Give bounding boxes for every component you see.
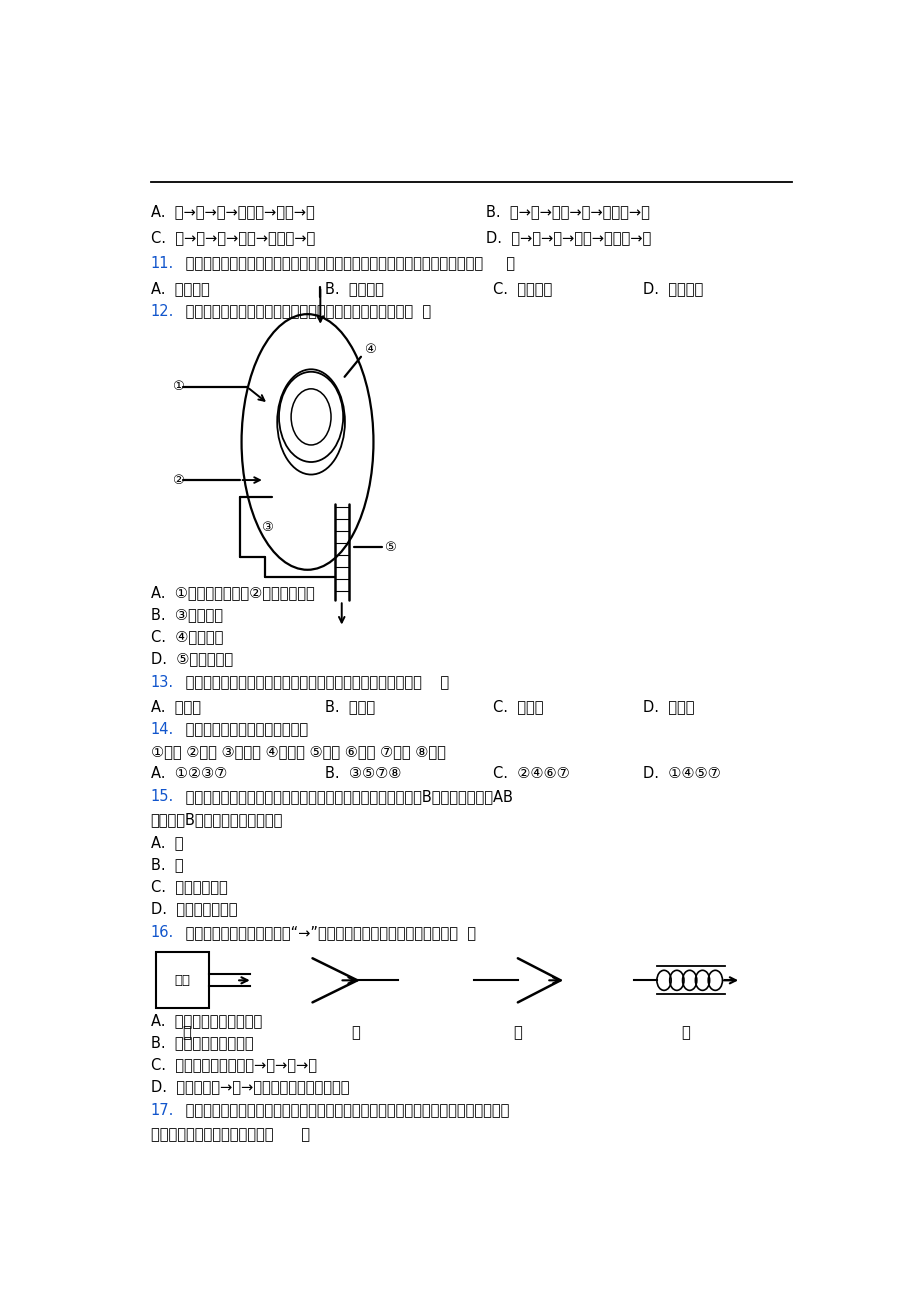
Text: B.  ③是肆小管: B. ③是肆小管 — [151, 607, 222, 622]
Text: B.  鼻→咍→气管→妙→支气管→肺: B. 鼻→咍→气管→妙→支气管→肺 — [485, 204, 649, 219]
Text: 丁: 丁 — [680, 1025, 689, 1040]
Text: 15.: 15. — [151, 789, 174, 805]
Text: ①: ① — [172, 380, 184, 393]
Text: D.  大便排出: D. 大便排出 — [641, 281, 702, 296]
Text: 当尿中发现蛋白质和血细胞时，肆脏发生病变的部位可能在（    ）: 当尿中发现蛋白质和血细胞时，肆脏发生病变的部位可能在（ ） — [180, 674, 448, 690]
Text: B.  出汗排出: B. 出汗排出 — [325, 281, 384, 296]
Text: C.  鼻→咍→妙→气管→支气管→肺: C. 鼻→咍→妙→气管→支气管→肺 — [151, 230, 314, 245]
Text: 图是心脏、血管的示意图，“→”表示血流方向，下列表达正确的是（  ）: 图是心脏、血管的示意图，“→”表示血流方向，下列表达正确的是（ ） — [180, 924, 475, 940]
Text: A.  ①②③⑦: A. ①②③⑦ — [151, 767, 227, 781]
Text: 项的数值低于正常值而做出的（      ）: 项的数值低于正常值而做出的（ ） — [151, 1128, 310, 1142]
Text: 17.: 17. — [151, 1103, 174, 1118]
Text: C.  肆小管: C. 肆小管 — [493, 699, 543, 713]
Text: 11.: 11. — [151, 256, 174, 271]
Text: 人体代谢产生的废物必须及时通过各种途径排出体外，其中最主要的途径是（     ）: 人体代谢产生的废物必须及时通过各种途径排出体外，其中最主要的途径是（ ） — [180, 256, 514, 271]
Text: 图是尿液形成过程示意图，据图分析，下列叙述正确的是（  ）: 图是尿液形成过程示意图，据图分析，下列叙述正确的是（ ） — [180, 305, 430, 319]
Text: B.  乙: B. 乙 — [151, 858, 183, 872]
Text: A.  甲: A. 甲 — [151, 836, 183, 850]
Text: ②: ② — [172, 474, 184, 487]
Text: C.  ④是肆小囊: C. ④是肆小囊 — [151, 629, 222, 644]
Text: ①小肠 ②尿道 ③输卵管 ④输尿管 ⑤肝脏 ⑥膜胱 ⑦肆脏 ⑧心脏: ①小肠 ②尿道 ③输卵管 ④输尿管 ⑤肝脏 ⑥膜胱 ⑦肆脏 ⑧心脏 — [151, 745, 445, 759]
Text: 乙: 乙 — [350, 1025, 359, 1040]
Text: C.  尿液排出: C. 尿液排出 — [493, 281, 551, 296]
Text: 甲、乙、丙三人同行，丙受伤急需输大量血，已知丙的血型为B型，甲的血型为AB: 甲、乙、丙三人同行，丙受伤急需输大量血，已知丙的血型为B型，甲的血型为AB — [180, 789, 512, 805]
Text: A.  鼻→妚→咍→支气管→气管→肺: A. 鼻→妚→咍→支气管→气管→肺 — [151, 204, 314, 219]
Text: ④: ④ — [363, 344, 375, 357]
Text: 12.: 12. — [151, 305, 174, 319]
Text: 13.: 13. — [151, 674, 174, 690]
Text: ⑤: ⑤ — [384, 540, 396, 553]
Text: A.  肆小球: A. 肆小球 — [151, 699, 200, 713]
Text: ③: ③ — [261, 521, 273, 534]
Text: 人们到医院看病时，有时需要做血常规化验．医生判断患者是否贫血，是根据下列哪: 人们到医院看病时，有时需要做血常规化验．医生判断患者是否贫血，是根据下列哪 — [180, 1103, 508, 1118]
Text: 下列器官中，属于泌尿系统的是: 下列器官中，属于泌尿系统的是 — [180, 723, 307, 737]
Text: C.  血液流动的方向是甲→乙→丁→丙: C. 血液流动的方向是甲→乙→丁→丙 — [151, 1057, 316, 1072]
Text: D.  甲、乙都不可以: D. 甲、乙都不可以 — [151, 902, 237, 917]
Text: D.  鼻→妙→咍→气管→支气管→肺: D. 鼻→妙→咍→气管→支气管→肺 — [485, 230, 651, 245]
Text: 甲: 甲 — [182, 1025, 190, 1040]
Text: A.  ①是入球小动脉，②是出球小静脉: A. ①是入球小动脉，②是出球小静脉 — [151, 585, 314, 600]
Text: 16.: 16. — [151, 924, 174, 940]
Text: B.  肆小囊: B. 肆小囊 — [325, 699, 375, 713]
Text: B.  乙和丙都是静脉血管: B. 乙和丙都是静脉血管 — [151, 1035, 253, 1049]
Text: 丙: 丙 — [513, 1025, 522, 1040]
Text: B.  ③⑤⑦⑧: B. ③⑤⑦⑧ — [325, 767, 402, 781]
Text: D.  血液流经乙→丁→丙后，静脉血变为动脉血: D. 血液流经乙→丁→丙后，静脉血变为动脉血 — [151, 1079, 349, 1094]
Text: 14.: 14. — [151, 723, 174, 737]
Text: A.  甲流出的血液为动脉血: A. 甲流出的血液为动脉血 — [151, 1013, 262, 1029]
Text: A.  呼吸运动: A. 呼吸运动 — [151, 281, 210, 296]
Text: 心脏: 心脏 — [175, 974, 190, 987]
Text: 型，乙为B型，可以给丙输血的是: 型，乙为B型，可以给丙输血的是 — [151, 812, 283, 828]
Text: D.  ①④⑤⑦: D. ①④⑤⑦ — [641, 767, 720, 781]
Text: C.  ②④⑥⑦: C. ②④⑥⑦ — [493, 767, 569, 781]
Text: D.  ⑤是毛细血管: D. ⑤是毛细血管 — [151, 651, 233, 667]
Text: C.  甲、乙都可以: C. 甲、乙都可以 — [151, 880, 227, 894]
Text: D.  输尿管: D. 输尿管 — [641, 699, 693, 713]
